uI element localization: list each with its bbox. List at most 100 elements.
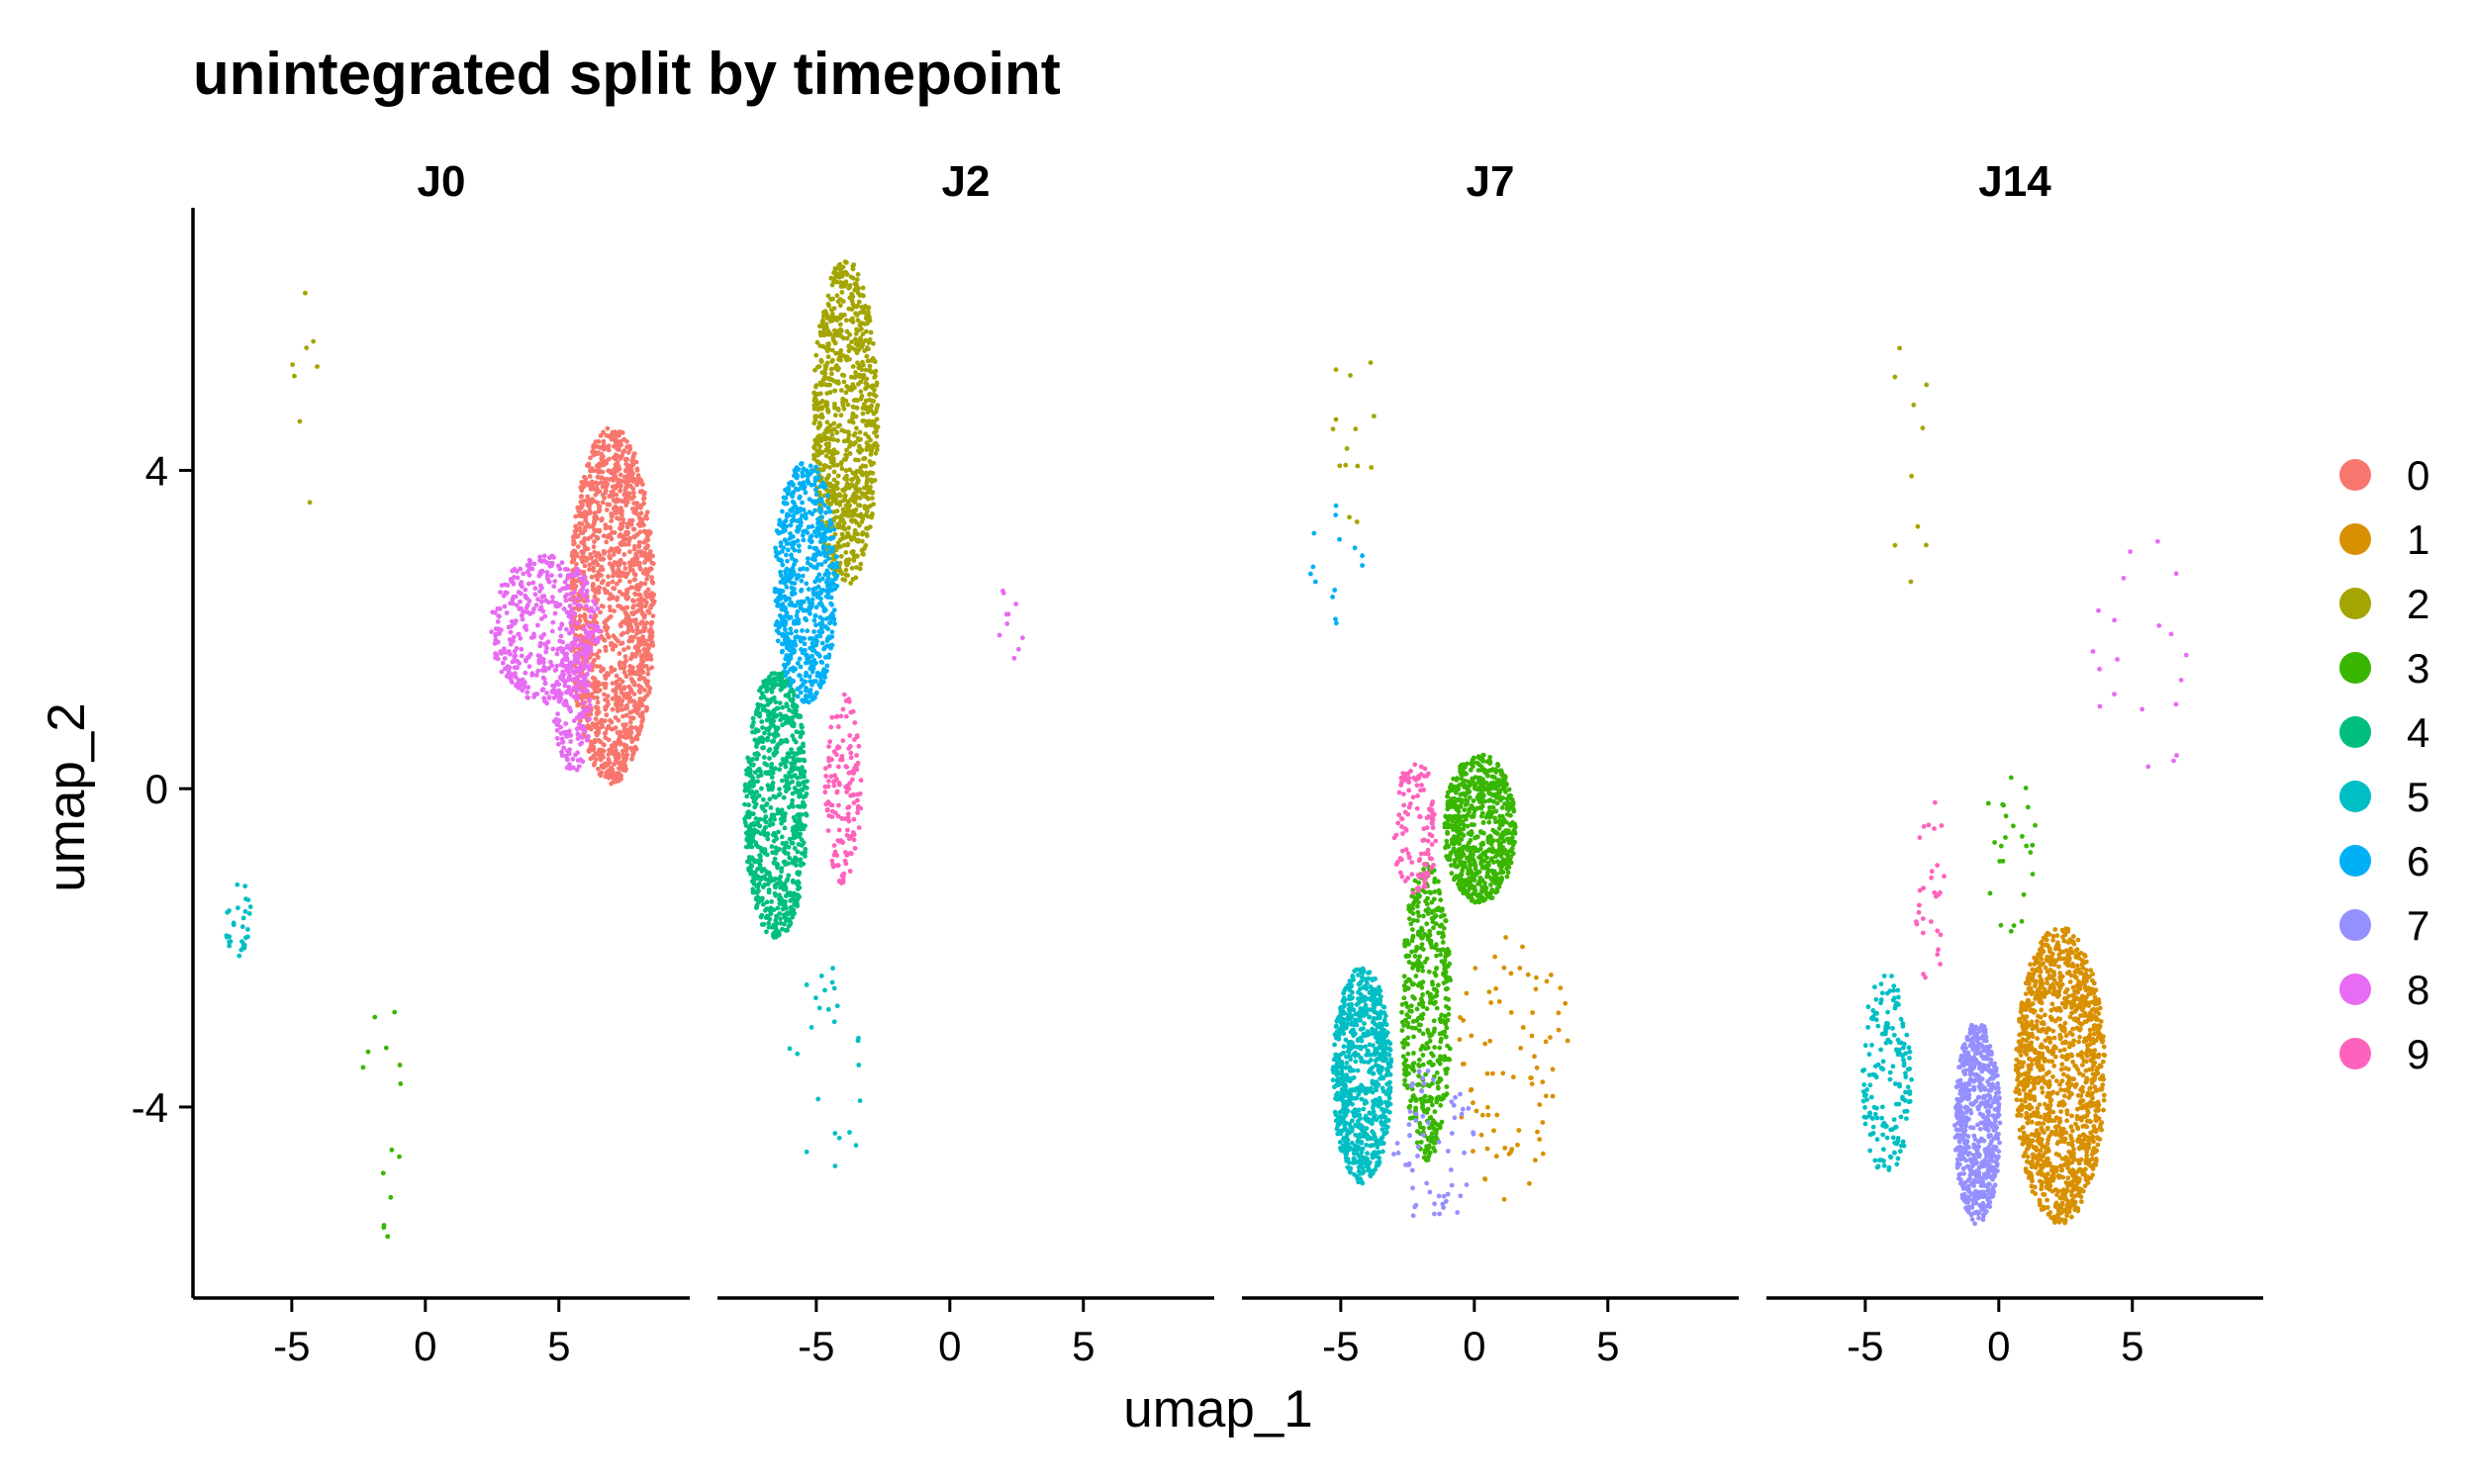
cell-point-cluster-6 <box>779 649 785 655</box>
cell-point-cluster-4 <box>757 713 762 719</box>
cell-point-cluster-5 <box>1334 1023 1339 1029</box>
cell-point-cluster-2 <box>847 443 852 449</box>
cell-point-cluster-4 <box>754 756 760 762</box>
cell-point-cluster-4 <box>775 810 781 816</box>
cell-point-cluster-0 <box>642 581 648 587</box>
cell-point-cluster-9 <box>840 738 846 744</box>
cell-point-cluster-4 <box>766 924 772 930</box>
cell-point-cluster-2 <box>864 525 869 531</box>
cell-point-cluster-8 <box>513 618 519 623</box>
cell-point-cluster-0 <box>599 480 604 486</box>
cell-point-cluster-2 <box>832 270 838 275</box>
cell-point-cluster-2 <box>846 557 852 563</box>
cell-point-cluster-2 <box>829 359 835 364</box>
cell-point-cluster-0 <box>608 718 613 723</box>
x-tick-label: -5 <box>273 1323 310 1369</box>
cell-point-cluster-2 <box>873 450 879 456</box>
cell-point-cluster-2 <box>835 473 841 479</box>
cell-point-cluster-8 <box>553 601 559 605</box>
cell-point-cluster-5 <box>815 1096 821 1102</box>
cell-point-cluster-8 <box>508 629 514 635</box>
cell-point-cluster-2 <box>871 502 876 507</box>
cell-point-cluster-0 <box>630 603 636 609</box>
cell-point-cluster-0 <box>605 481 611 487</box>
cell-point-cluster-9 <box>826 779 831 784</box>
cell-point-cluster-3 <box>372 1014 378 1020</box>
cell-point-cluster-9 <box>845 783 851 788</box>
cell-point-cluster-8 <box>561 606 567 611</box>
cell-point-cluster-0 <box>595 535 600 541</box>
cell-point-cluster-0 <box>636 677 642 682</box>
cell-point-cluster-0 <box>624 590 630 596</box>
cell-point-cluster-8 <box>543 641 549 647</box>
cell-point-cluster-8 <box>565 677 571 683</box>
cell-point-cluster-6 <box>806 524 811 530</box>
cell-point-cluster-6 <box>818 659 824 665</box>
cell-point-cluster-9 <box>852 737 857 742</box>
cell-point-cluster-8 <box>567 762 572 768</box>
cell-point-cluster-2 <box>303 290 308 296</box>
cell-point-cluster-0 <box>587 567 592 572</box>
cell-point-cluster-8 <box>511 634 517 640</box>
cell-point-cluster-8 <box>515 603 520 608</box>
cell-point-cluster-6 <box>774 549 779 555</box>
cell-point-cluster-9 <box>852 720 858 725</box>
cell-point-cluster-4 <box>754 751 760 756</box>
cell-point-cluster-2 <box>860 331 866 337</box>
cell-point-cluster-6 <box>813 690 819 696</box>
x-tick-label: 5 <box>547 1323 570 1369</box>
cell-point-cluster-0 <box>593 738 599 744</box>
cell-point-cluster-6 <box>832 586 838 592</box>
cell-point-cluster-2 <box>829 282 835 288</box>
cell-point-cluster-6 <box>804 617 809 623</box>
cell-point-cluster-6 <box>805 660 810 666</box>
cell-point-cluster-0 <box>629 561 635 566</box>
cell-point-cluster-2 <box>869 462 874 468</box>
cell-point-cluster-0 <box>624 730 630 736</box>
cell-point-cluster-2 <box>868 329 874 335</box>
cell-point-cluster-4 <box>791 714 796 720</box>
cell-point-cluster-8 <box>585 598 591 603</box>
cell-point-cluster-2 <box>837 502 843 508</box>
cell-point-cluster-2 <box>857 495 863 501</box>
cell-point-cluster-0 <box>592 680 597 686</box>
cell-point-cluster-2 <box>847 418 852 424</box>
cell-point-cluster-4 <box>769 899 774 904</box>
cell-point-cluster-8 <box>520 678 525 684</box>
cell-point-cluster-4 <box>788 774 794 780</box>
cell-point-cluster-0 <box>642 603 648 608</box>
cell-point-cluster-0 <box>642 560 647 565</box>
cell-point-cluster-4 <box>771 752 777 758</box>
cell-point-cluster-6 <box>801 599 807 604</box>
cell-point-cluster-4 <box>797 870 803 876</box>
cell-point-cluster-6 <box>784 501 790 507</box>
cell-point-cluster-4 <box>783 720 788 726</box>
cell-point-cluster-0 <box>589 692 595 697</box>
cell-point-cluster-2 <box>817 380 823 386</box>
cell-point-cluster-0 <box>636 562 642 568</box>
cell-point-cluster-0 <box>601 754 606 760</box>
cell-point-cluster-0 <box>581 693 587 698</box>
cell-point-cluster-0 <box>642 688 647 693</box>
cell-point-cluster-8 <box>576 679 582 685</box>
cell-point-cluster-0 <box>623 574 628 580</box>
cell-point-cluster-0 <box>618 632 624 637</box>
cell-point-cluster-4 <box>789 801 795 807</box>
cell-point-cluster-2 <box>860 516 866 521</box>
cell-point-cluster-0 <box>590 484 595 490</box>
cell-point-cluster-4 <box>759 691 765 696</box>
cell-point-cluster-0 <box>617 447 621 452</box>
cell-point-cluster-2 <box>821 463 827 469</box>
cell-point-cluster-0 <box>570 534 576 540</box>
cell-point-cluster-8 <box>565 585 571 591</box>
cell-point-cluster-4 <box>742 801 747 807</box>
cell-point-cluster-6 <box>818 562 824 567</box>
cell-point-cluster-4 <box>796 811 802 817</box>
cell-point-cluster-2 <box>860 530 866 535</box>
cell-point-cluster-0 <box>624 629 630 635</box>
cell-point-cluster-0 <box>622 605 628 610</box>
cell-point-cluster-6 <box>813 492 819 498</box>
cell-point-cluster-0 <box>643 537 649 543</box>
cell-point-cluster-6 <box>785 641 791 647</box>
cell-point-cluster-0 <box>638 489 643 495</box>
